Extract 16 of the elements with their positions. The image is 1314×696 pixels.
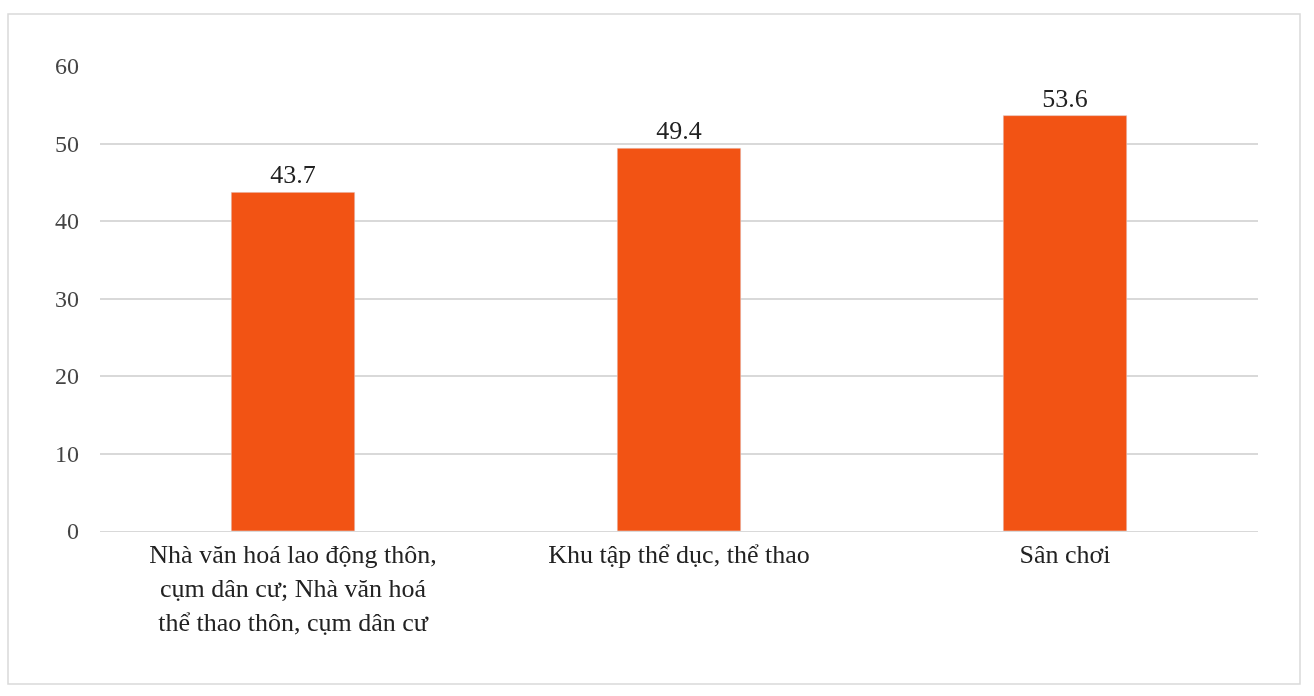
data-label: 53.6	[1042, 83, 1088, 113]
y-tick-label: 60	[55, 53, 79, 80]
x-tick-label: Sân chơi	[1019, 540, 1111, 570]
x-tick-label: Khu tập thể dục, thể thao	[548, 540, 810, 570]
bar	[230, 192, 356, 531]
bar	[1002, 115, 1128, 531]
y-tick-label: 0	[67, 518, 79, 545]
y-tick-label: 50	[55, 130, 79, 157]
y-tick-label: 30	[55, 285, 79, 312]
x-tick-label: Nhà văn hoá lao động thôn, cụm dân cư; Nhà văn hoá thể thao thôn, cụm dân cư	[149, 540, 437, 637]
y-tick-label: 10	[55, 440, 79, 467]
y-tick-label: 40	[55, 208, 79, 235]
data-label: 49.4	[656, 116, 702, 146]
y-tick-label: 20	[55, 363, 79, 390]
bar	[616, 147, 742, 531]
data-label: 43.7	[270, 160, 316, 190]
